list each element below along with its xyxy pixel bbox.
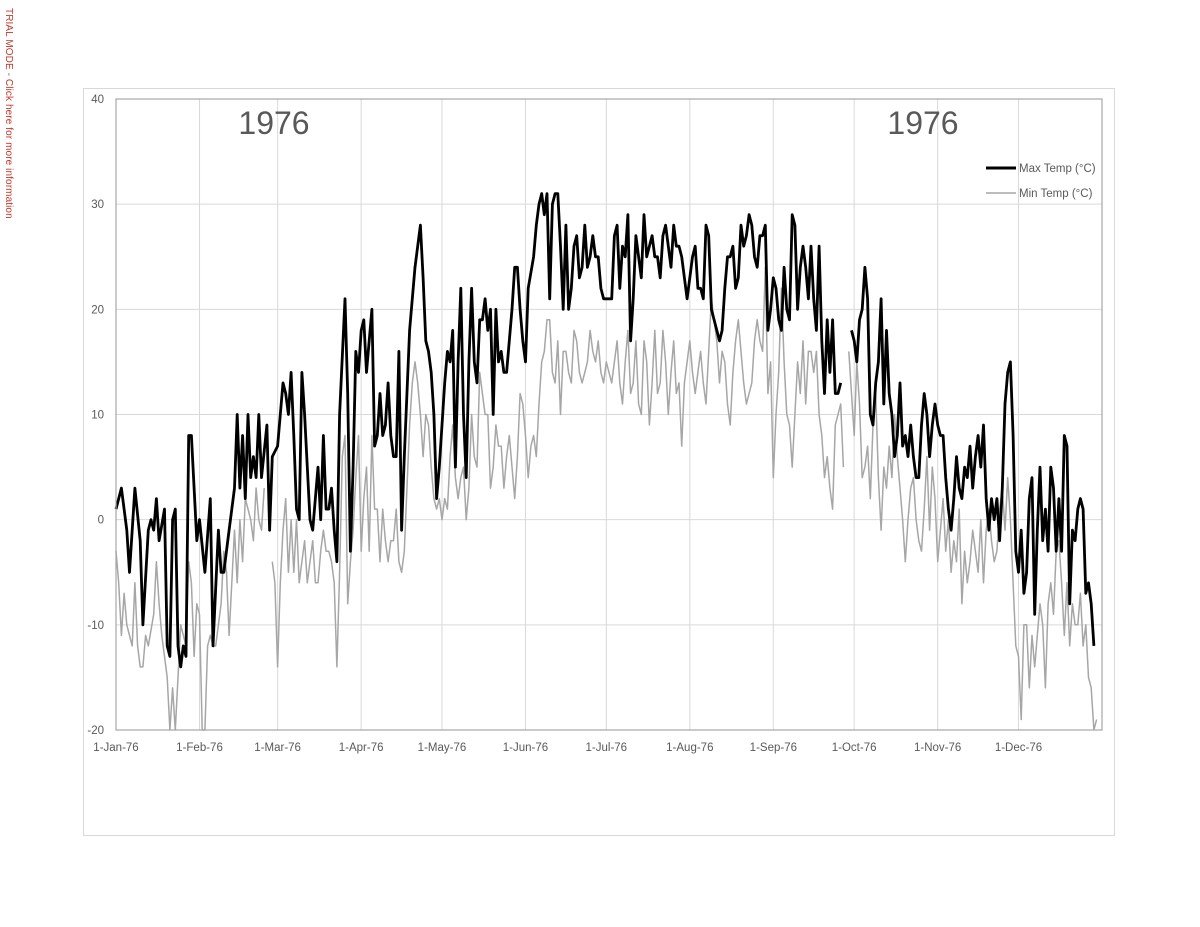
max-temp-line-segment-1 bbox=[114, 192, 843, 669]
trial-mode-watermark[interactable]: TRIAL MODE - Click here for more informa… bbox=[3, 8, 14, 219]
x-tick-label: 1-May-76 bbox=[418, 742, 467, 754]
min-temp-line-segment-2 bbox=[271, 266, 845, 668]
x-tick-label: 1-Jul-76 bbox=[586, 742, 628, 754]
x-tick-label: 1-Oct-76 bbox=[832, 742, 877, 754]
legend: Max Temp (°C) Min Temp (°C) bbox=[986, 163, 1096, 200]
y-tick-label: 30 bbox=[91, 199, 104, 211]
series-lines bbox=[114, 192, 1098, 731]
y-tick-label: 40 bbox=[91, 94, 104, 106]
y-tick-label: 10 bbox=[91, 410, 104, 422]
chart-area bbox=[83, 88, 1115, 836]
y-tick-label: 20 bbox=[91, 304, 104, 316]
legend-label-min: Min Temp (°C) bbox=[1019, 188, 1093, 200]
x-tick-label: 1-Apr-76 bbox=[339, 742, 384, 754]
legend-label-max: Max Temp (°C) bbox=[1019, 163, 1096, 175]
x-tick-label: 1-Jun-76 bbox=[503, 742, 548, 754]
gridlines bbox=[115, 98, 1102, 731]
y-tick-label: -20 bbox=[87, 725, 104, 737]
min-temp-line-segment-3 bbox=[848, 351, 1098, 731]
x-tick-label: 1-Nov-76 bbox=[914, 742, 961, 754]
x-tick-label: 1-Sep-76 bbox=[750, 742, 797, 754]
x-tick-label: 1-Feb-76 bbox=[176, 742, 223, 754]
x-tick-label: 1-Dec-76 bbox=[995, 742, 1042, 754]
x-tick-label: 1-Jan-76 bbox=[93, 742, 138, 754]
plot-border bbox=[115, 98, 1103, 731]
axis-labels: -20 -10 0 10 20 30 40 1-Jan-76 1-Feb-76 1-Mar-76 1… bbox=[87, 94, 1042, 754]
y-tick-label: -10 bbox=[87, 620, 104, 632]
x-tick-label: 1-Aug-76 bbox=[666, 742, 713, 754]
x-tick-label: 1-Mar-76 bbox=[254, 742, 301, 754]
y-tick-label: 0 bbox=[98, 515, 104, 527]
chart-title-right: 1976 bbox=[887, 105, 958, 141]
min-temp-line-segment-1 bbox=[115, 487, 265, 731]
chart-title-left: 1976 bbox=[238, 105, 309, 141]
max-temp-line-segment-2 bbox=[850, 265, 1096, 646]
